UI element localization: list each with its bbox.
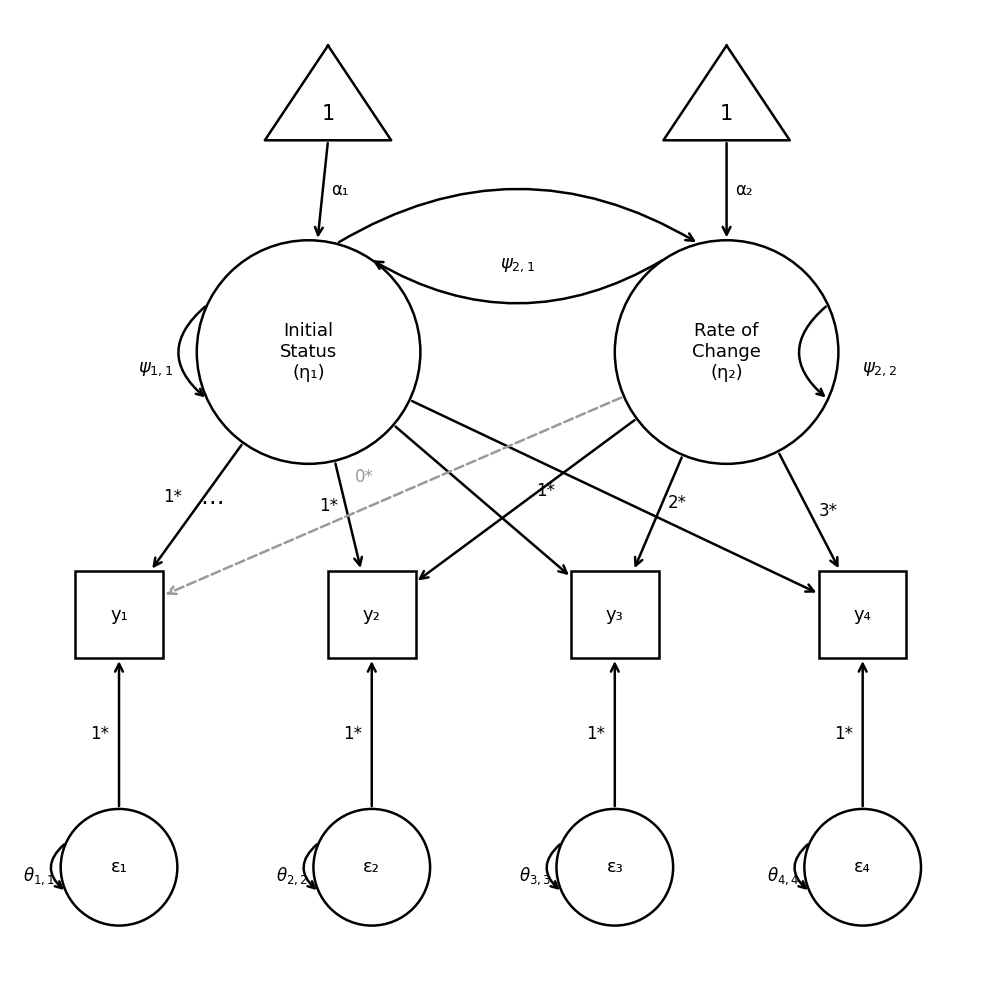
Text: ε₃: ε₃: [607, 858, 623, 877]
Text: 1*: 1*: [319, 497, 338, 515]
Text: $\cdots$: $\cdots$: [200, 489, 222, 513]
Text: Initial
Status
(η₁): Initial Status (η₁): [280, 322, 337, 382]
Text: $\theta_{3,3}$: $\theta_{3,3}$: [519, 865, 551, 886]
Text: 1*: 1*: [91, 725, 109, 742]
Text: ε₁: ε₁: [111, 858, 128, 877]
Text: $\psi_{2,1}$: $\psi_{2,1}$: [500, 255, 535, 273]
Text: 1*: 1*: [536, 481, 555, 500]
Text: $\theta_{4,4}$: $\theta_{4,4}$: [767, 865, 799, 886]
Bar: [571, 571, 659, 659]
Text: 1: 1: [720, 104, 733, 124]
Text: Rate of
Change
(η₂): Rate of Change (η₂): [692, 322, 761, 382]
Text: $\psi_{2,2}$: $\psi_{2,2}$: [862, 360, 897, 378]
Text: $\psi_{1,1}$: $\psi_{1,1}$: [138, 360, 173, 378]
Text: y₃: y₃: [606, 605, 624, 623]
Text: 1*: 1*: [585, 725, 605, 742]
Text: 0*: 0*: [355, 467, 373, 485]
Bar: [819, 571, 906, 659]
Text: 1*: 1*: [343, 725, 362, 742]
Text: y₄: y₄: [854, 605, 871, 623]
Text: y₁: y₁: [110, 605, 128, 623]
Text: 2*: 2*: [668, 494, 687, 512]
Text: 3*: 3*: [819, 502, 838, 520]
Text: 1*: 1*: [163, 488, 182, 506]
Text: α₁: α₁: [332, 181, 349, 199]
Bar: [328, 571, 415, 659]
Text: ε₂: ε₂: [363, 858, 380, 877]
Text: ε₄: ε₄: [854, 858, 871, 877]
Text: 1*: 1*: [834, 725, 853, 742]
Text: 1: 1: [321, 104, 335, 124]
Text: y₂: y₂: [363, 605, 380, 623]
Text: α₂: α₂: [735, 181, 752, 199]
Text: $\theta_{2,2}$: $\theta_{2,2}$: [276, 865, 308, 886]
Text: $\theta_{1,1}$: $\theta_{1,1}$: [23, 865, 55, 886]
Bar: [75, 571, 163, 659]
